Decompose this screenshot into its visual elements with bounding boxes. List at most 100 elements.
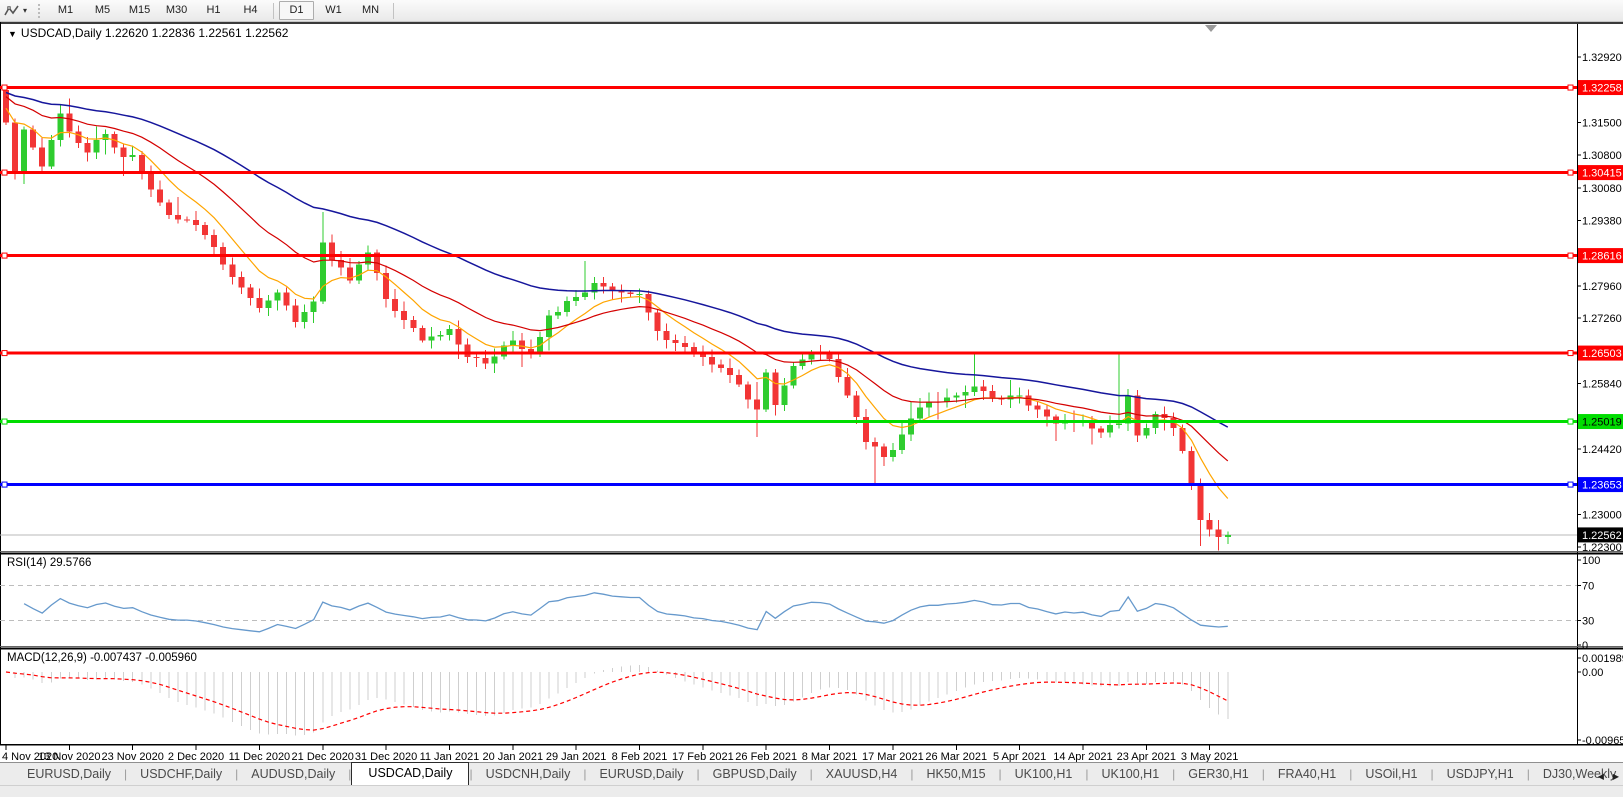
macd-signal-line: [5, 671, 1229, 731]
svg-text:1.32258: 1.32258: [1582, 83, 1622, 95]
svg-text:1.28616: 1.28616: [1582, 251, 1622, 263]
toolbar-separator: [273, 2, 275, 19]
svg-text:1.30080: 1.30080: [1582, 183, 1622, 195]
chart-tab-ger30-h1-11[interactable]: GER30,H1: [1188, 767, 1249, 781]
chart-tab-usdchf-daily-1[interactable]: USDCHF,Daily: [140, 767, 223, 781]
chart-tab-eurusd-daily-0[interactable]: EURUSD,Daily: [27, 767, 112, 781]
tab-separator: |: [1526, 767, 1530, 781]
status-strip: [0, 785, 1623, 797]
rsi-pane: 100 70 30 0: [0, 555, 1600, 652]
timeframe-button-h1[interactable]: H1: [206, 4, 221, 16]
chart-tab-dj30-weekly-15[interactable]: DJ30,Weekly: [1542, 767, 1617, 781]
chart-tab-audusd-daily-2[interactable]: AUDUSD,Daily: [251, 767, 336, 781]
chart-tab-hk50-m15-8[interactable]: HK50,M15: [926, 767, 986, 781]
macd-pane: 0.001989 0.00 -0.009659: [14, 653, 1623, 747]
svg-text:1.22562: 1.22562: [1582, 530, 1622, 542]
chart-shift-marker-icon[interactable]: [1205, 25, 1217, 32]
tab-separator: |: [696, 767, 700, 781]
line-studies-icon: [4, 5, 19, 15]
tab-separator: |: [809, 767, 813, 781]
svg-text:70: 70: [1582, 580, 1594, 592]
chart-tab-uk100-h1-9[interactable]: UK100,H1: [1014, 767, 1073, 781]
svg-text:1.24420: 1.24420: [1582, 444, 1622, 456]
svg-text:0: 0: [1582, 640, 1588, 652]
chart-title: ▼ USDCAD,Daily 1.22620 1.22836 1.22561 1.…: [8, 26, 288, 40]
svg-text:1.30415: 1.30415: [1582, 168, 1622, 180]
chart-title-text: USDCAD,Daily 1.22620 1.22836 1.22561 1.2…: [20, 26, 289, 40]
svg-text:1.31500: 1.31500: [1582, 118, 1622, 130]
toolbar-grip[interactable]: [36, 3, 42, 18]
svg-text:1.26503: 1.26503: [1582, 348, 1622, 360]
svg-text:5 Apr 2021: 5 Apr 2021: [993, 751, 1046, 762]
svg-text:1.29380: 1.29380: [1582, 215, 1622, 227]
svg-text:8 Mar 2021: 8 Mar 2021: [802, 751, 858, 762]
collapse-caret-icon[interactable]: ▼: [8, 29, 17, 39]
svg-text:1.25840: 1.25840: [1582, 379, 1622, 391]
rsi-label: RSI(14) 29.5766: [7, 557, 92, 569]
svg-text:11 Dec 2020: 11 Dec 2020: [229, 751, 291, 762]
current-price-label: [1577, 527, 1623, 543]
timeframe-button-mn[interactable]: MN: [361, 4, 380, 16]
tab-separator: |: [124, 767, 128, 781]
horizontal-levels[interactable]: 1.32258 1.30415 1.28616 1.26503 1.25019 1.236…: [0, 80, 1623, 493]
chart-tab-eurusd-daily-5[interactable]: EURUSD,Daily: [599, 767, 684, 781]
svg-text:2 Dec 2020: 2 Dec 2020: [168, 751, 224, 762]
ma-slow-line: [5, 91, 1229, 428]
svg-text:11 Jan 2021: 11 Jan 2021: [420, 751, 480, 762]
timeframe-button-h4[interactable]: H4: [243, 4, 258, 16]
svg-text:23 Nov 2020: 23 Nov 2020: [102, 751, 164, 762]
tab-scroll-left-icon[interactable]: ◀: [1597, 772, 1604, 781]
dropdown-caret-icon: ▾: [23, 6, 28, 15]
tab-separator: |: [998, 767, 1002, 781]
chart-tab-usdcnh-daily-4[interactable]: USDCNH,Daily: [485, 767, 571, 781]
svg-text:21 Dec 2020: 21 Dec 2020: [292, 751, 354, 762]
svg-text:26 Feb 2021: 26 Feb 2021: [735, 751, 797, 762]
chart-tab-uk100-h1-10[interactable]: UK100,H1: [1101, 767, 1160, 781]
chart-tab-usdjpy-h1-14[interactable]: USDJPY,H1: [1446, 767, 1514, 781]
svg-text:17 Mar 2021: 17 Mar 2021: [862, 751, 924, 762]
timeframe-button-d1[interactable]: D1: [279, 1, 315, 20]
svg-text:-0.009659: -0.009659: [1582, 735, 1623, 747]
svg-text:26 Mar 2021: 26 Mar 2021: [925, 751, 987, 762]
svg-text:29 Jan 2021: 29 Jan 2021: [546, 751, 607, 762]
chart-tab-bar: EURUSD,Daily | USDCHF,Daily | AUDUSD,Daily | U…: [0, 762, 1623, 785]
svg-text:8 Feb 2021: 8 Feb 2021: [612, 751, 668, 762]
chart-tab-xauusd-h4-7[interactable]: XAUUSD,H4: [825, 767, 898, 781]
svg-text:1.22300: 1.22300: [1582, 542, 1622, 554]
svg-text:30: 30: [1582, 615, 1594, 627]
chart-tab-fra40-h1-12[interactable]: FRA40,H1: [1277, 767, 1337, 781]
svg-text:1.27960: 1.27960: [1582, 281, 1622, 293]
svg-text:20 Jan 2021: 20 Jan 2021: [483, 751, 544, 762]
chart-canvas: 1.32920 1.31500 1.30800 1.30080 1.29380 1.279…: [0, 22, 1623, 762]
svg-text:100: 100: [1582, 555, 1600, 567]
svg-text:1.27260: 1.27260: [1582, 313, 1622, 325]
chart-tab-gbpusd-daily-6[interactable]: GBPUSD,Daily: [712, 767, 797, 781]
tab-separator: |: [1430, 767, 1434, 781]
chart-tab-usdcad-daily-3[interactable]: USDCAD,Daily: [351, 762, 470, 785]
price-axis: 1.32920 1.31500 1.30800 1.30080 1.29380 1.279…: [1577, 52, 1622, 554]
svg-text:14 Apr 2021: 14 Apr 2021: [1053, 751, 1112, 762]
rsi-line: [23, 592, 1228, 633]
tab-scroll-right-icon[interactable]: ▶: [1612, 772, 1619, 781]
timeframe-buttons: M1 M5 M15 M30 H1 H4 D1 W1 MN: [47, 1, 398, 20]
ma-mid-line: [5, 96, 1229, 462]
line-studies-button[interactable]: ▾: [1, 2, 30, 20]
tab-separator: |: [1172, 767, 1176, 781]
chart-tab-usoil-h1-13[interactable]: USOil,H1: [1365, 767, 1418, 781]
svg-text:17 Feb 2021: 17 Feb 2021: [672, 751, 734, 762]
timeframe-button-m30[interactable]: M30: [165, 4, 188, 16]
timeframe-button-m15[interactable]: M15: [128, 4, 151, 16]
svg-text:0.001989: 0.001989: [1582, 653, 1623, 665]
macd-label: MACD(12,26,9) -0.007437 -0.005960: [7, 652, 197, 664]
ma-fast-line: [5, 107, 1229, 499]
svg-text:31 Dec 2020: 31 Dec 2020: [355, 751, 417, 762]
timeframe-button-m1[interactable]: M1: [57, 4, 74, 16]
timeframe-button-w1[interactable]: W1: [325, 4, 342, 16]
svg-text:0.00: 0.00: [1582, 667, 1603, 679]
tab-separator: |: [1085, 767, 1089, 781]
tab-separator: |: [1261, 767, 1265, 781]
candles-layer: [3, 87, 1231, 551]
timeframe-button-m5[interactable]: M5: [94, 4, 111, 16]
